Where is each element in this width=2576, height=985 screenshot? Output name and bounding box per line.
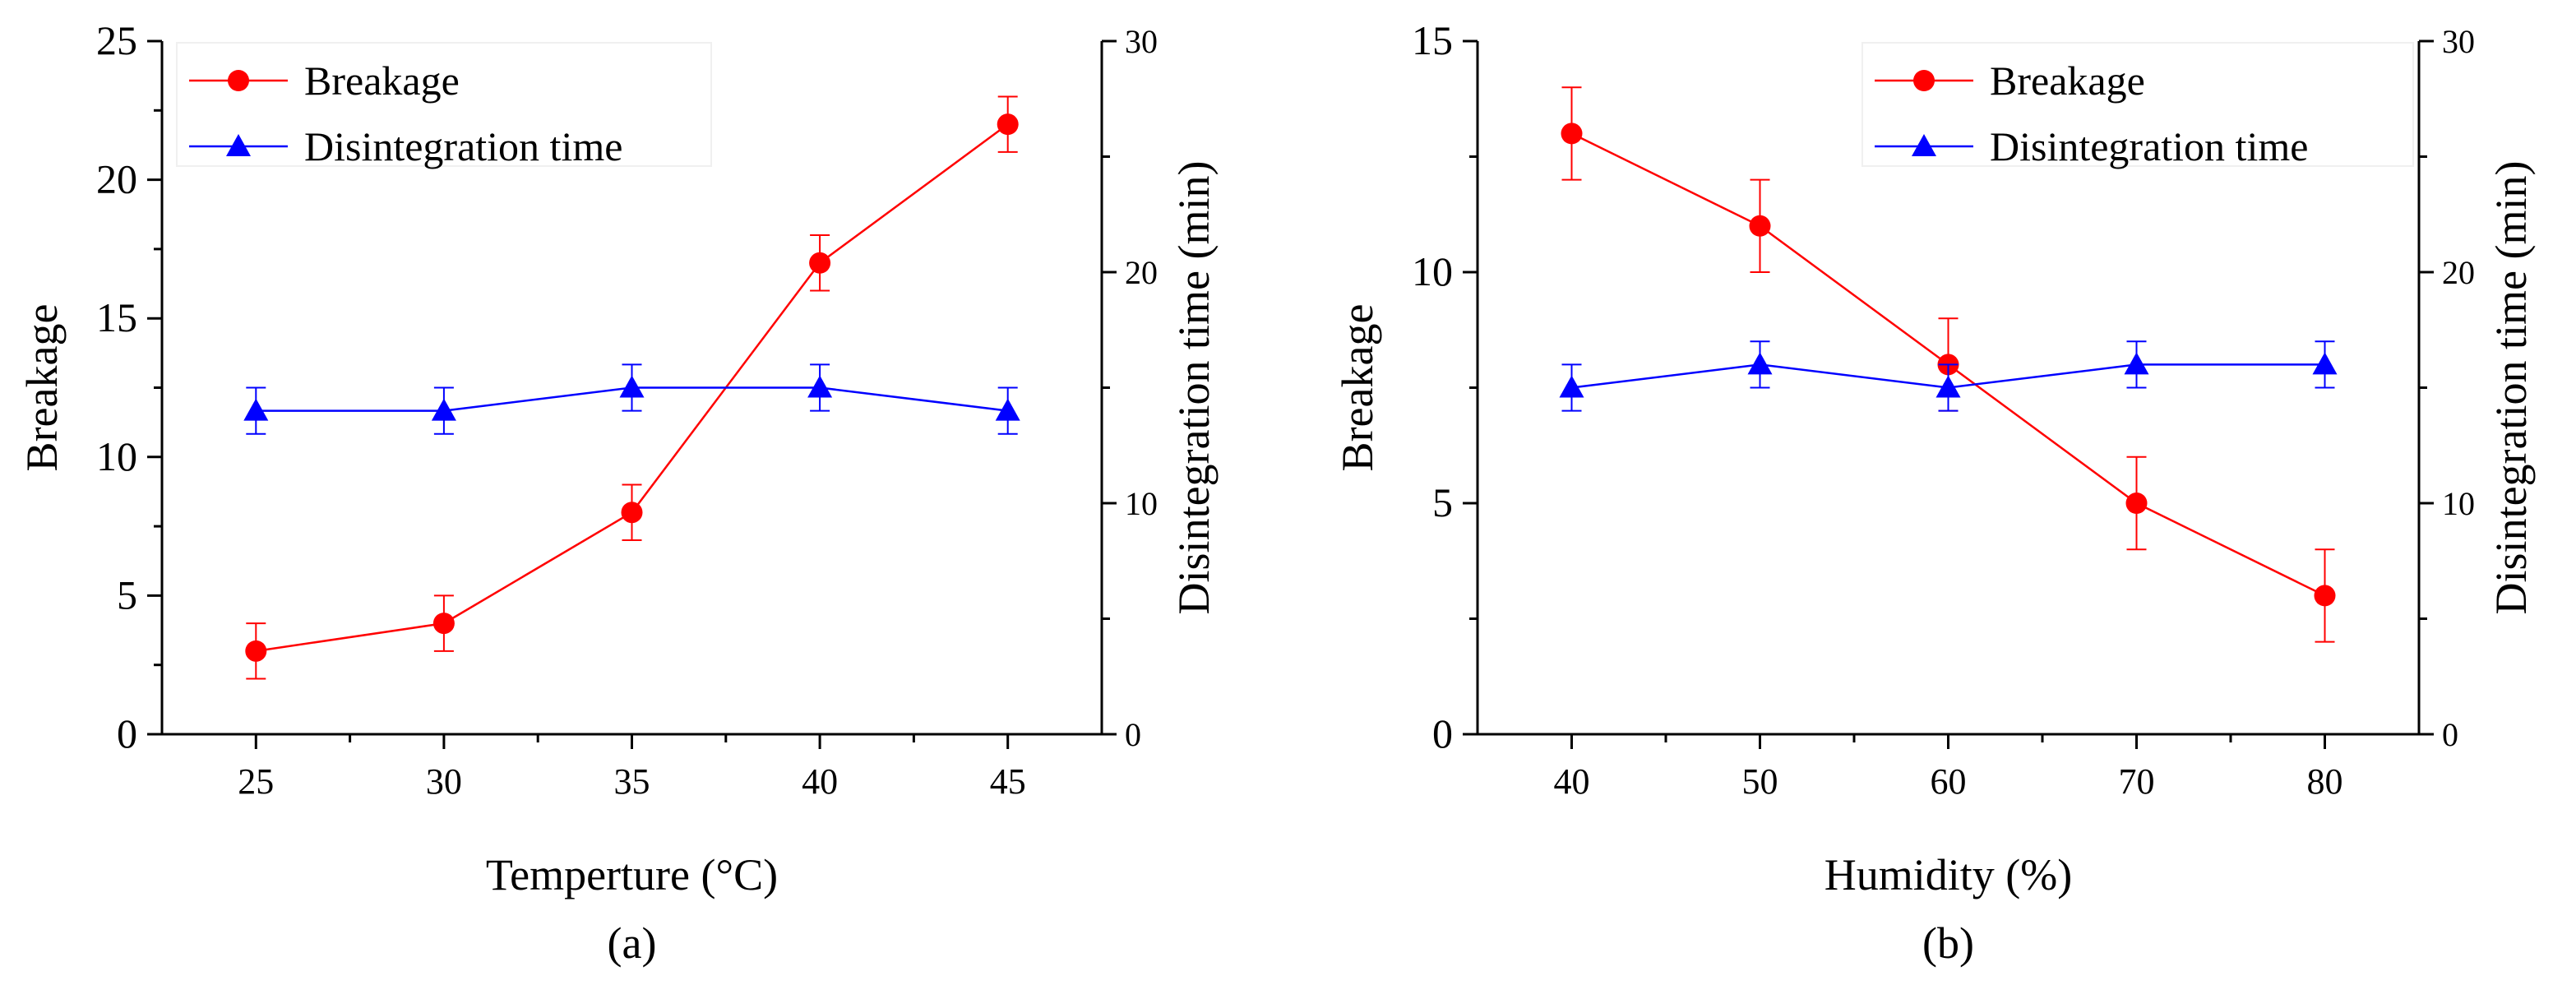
x-tick-label: 25: [238, 761, 274, 802]
y-tick-label: 0: [117, 710, 137, 756]
legend-label: Disintegration time: [1990, 123, 2308, 169]
legend-label: Breakage: [304, 58, 460, 104]
y2-tick-label: 10: [2442, 485, 2475, 522]
data-point: [2312, 352, 2338, 375]
x-axis-title: Humidity (%): [1824, 850, 2072, 899]
legend-marker: [1912, 134, 1936, 156]
y2-tick-label: 0: [2442, 716, 2458, 753]
data-point: [2314, 585, 2336, 607]
y2-tick-label: 30: [1125, 23, 1158, 60]
data-point: [1935, 375, 1961, 398]
data-point: [1561, 123, 1583, 145]
y-tick-label: 15: [96, 294, 137, 340]
y-tick-label: 10: [1412, 248, 1453, 294]
data-point: [1559, 375, 1584, 398]
y-tick-label: 25: [96, 17, 137, 63]
disintegration-series: [1559, 340, 2338, 412]
panel-label: (b): [1922, 918, 1974, 968]
legend-marker: [1913, 70, 1935, 91]
data-point: [621, 502, 643, 524]
data-point: [243, 398, 269, 421]
data-point: [2125, 492, 2148, 514]
y2-tick-label: 0: [1125, 716, 1141, 753]
legend-label: Disintegration time: [304, 123, 622, 169]
x-axis-title: Temperture (°C): [486, 850, 778, 899]
data-point: [809, 252, 831, 274]
y2-axis-title: Disintegration time (min): [2486, 161, 2536, 615]
legend-marker: [226, 134, 251, 156]
data-point: [245, 640, 267, 662]
breakage-series: [245, 95, 1019, 680]
disintegration-series: [243, 363, 1020, 435]
x-tick-label: 35: [614, 761, 650, 802]
y-axis-title: Breakage: [17, 304, 67, 472]
x-tick-label: 30: [426, 761, 462, 802]
x-tick-label: 50: [1742, 761, 1778, 802]
y2-tick-label: 30: [2442, 23, 2475, 60]
x-tick-label: 40: [802, 761, 838, 802]
y2-axis-title: Disintegration time (min): [1169, 161, 1219, 615]
data-point: [619, 375, 645, 398]
legend-marker: [228, 70, 249, 91]
data-point: [2124, 352, 2149, 375]
data-point: [432, 613, 455, 635]
x-tick-label: 60: [1931, 761, 1967, 802]
legend-label: Breakage: [1990, 58, 2145, 104]
x-tick-label: 45: [990, 761, 1026, 802]
y-tick-label: 10: [96, 433, 137, 479]
data-point: [997, 113, 1019, 136]
data-point: [1747, 352, 1773, 375]
y-axis-title: Breakage: [1333, 304, 1382, 472]
y-tick-label: 5: [117, 571, 137, 617]
y2-tick-label: 10: [1125, 485, 1158, 522]
y-tick-label: 5: [1432, 479, 1453, 525]
data-point: [995, 398, 1020, 421]
data-point: [807, 375, 833, 398]
y-tick-label: 0: [1432, 710, 1453, 756]
legend: Breakage Disintegration time: [1861, 42, 2414, 169]
panel-b-chart: 40 50 60 70 80 0 5 10 15 0 10 20 30 Humidity (%) Break…: [1333, 17, 2536, 968]
x-tick-label: 70: [2119, 761, 2155, 802]
x-tick-label: 80: [2307, 761, 2343, 802]
x-tick-label: 40: [1554, 761, 1590, 802]
y2-tick-label: 20: [1125, 254, 1158, 291]
data-point: [1749, 215, 1771, 237]
panel-label: (a): [608, 918, 657, 968]
y2-tick-label: 20: [2442, 254, 2475, 291]
y-tick-label: 20: [96, 156, 137, 202]
y-tick-label: 15: [1412, 17, 1453, 63]
panel-a-chart: 25 30 35 40 45 0 5 10 15 20 25 0 10 20 30 Temperture (°…: [17, 17, 1219, 968]
legend: Breakage Disintegration time: [176, 42, 712, 169]
data-point: [431, 398, 456, 421]
